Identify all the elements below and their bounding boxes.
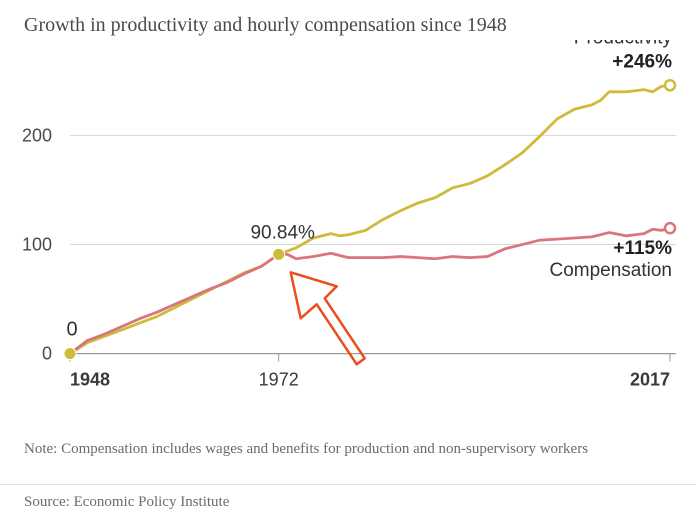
svg-text:2017: 2017 <box>630 370 670 390</box>
chart-note: Note: Compensation includes wages and be… <box>24 440 672 460</box>
svg-text:1948: 1948 <box>70 370 110 390</box>
chart-area: 0 100 200 1948 1972 2017 0 90.84% Productivity +2… <box>0 40 696 430</box>
svg-text:200: 200 <box>22 125 52 145</box>
chart-title: Growth in productivity and hourly compen… <box>24 14 507 37</box>
svg-text:90.84%: 90.84% <box>250 222 315 243</box>
svg-text:1972: 1972 <box>259 370 299 390</box>
svg-text:0: 0 <box>42 344 52 364</box>
chart-source: Source: Economic Policy Institute <box>24 494 229 511</box>
svg-text:+246%: +246% <box>612 51 672 72</box>
svg-text:0: 0 <box>66 319 77 341</box>
svg-text:Productivity: Productivity <box>574 40 673 48</box>
divider <box>0 484 696 485</box>
svg-text:100: 100 <box>22 235 52 255</box>
svg-text:Compensation: Compensation <box>549 260 672 281</box>
svg-text:+115%: +115% <box>613 238 672 259</box>
